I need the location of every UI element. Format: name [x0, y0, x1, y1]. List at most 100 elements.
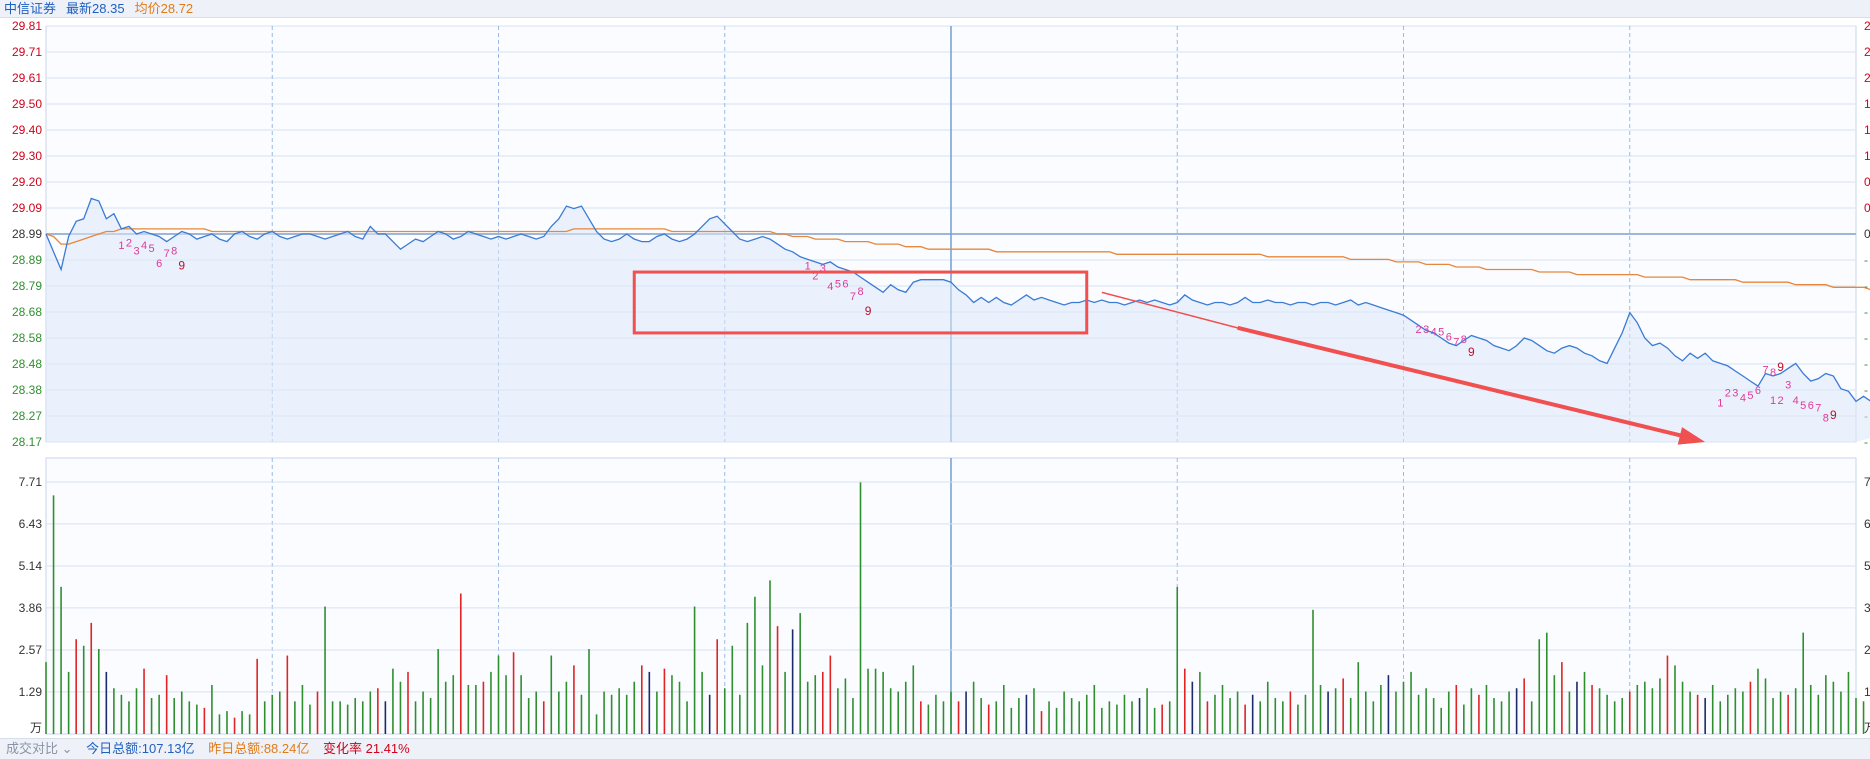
volume-right-tick-label: 1: [1864, 685, 1870, 699]
sequence-count-label: 4: [1431, 326, 1437, 338]
price-tick-label: 28.48: [12, 357, 42, 371]
volume-right-tick-label: 7: [1864, 475, 1870, 489]
sequence-count-label: 3: [1423, 324, 1429, 336]
volume-tick-label: 3.86: [19, 601, 43, 615]
sequence-count-label: 7: [164, 248, 170, 260]
change-rate-label: 变化率: [322, 741, 362, 756]
compare-dropdown[interactable]: 成交对比 ⌄: [6, 741, 73, 756]
sequence-count-label: 8: [1770, 367, 1776, 379]
price-tick-label: 28.68: [12, 305, 42, 319]
pct-tick-label: 1: [1864, 123, 1870, 137]
price-tick-label: 28.79: [12, 279, 42, 293]
price-tick-label: 29.09: [12, 201, 42, 215]
trend-line: [1101, 291, 1238, 329]
price-tick-label: 29.71: [12, 45, 42, 59]
sequence-count-label: 4: [141, 240, 147, 252]
sequence-count-label: 2: [1725, 387, 1731, 399]
volume-tick-label: 万: [30, 721, 42, 735]
sequence-count-label: 6: [1808, 400, 1814, 412]
intraday-chart[interactable]: 29.81 2 29.71 2 29.61 2 29.50 1 29.40 1 29.30 1 29.2…: [0, 18, 1870, 736]
price-tick-label: 29.81: [12, 19, 42, 33]
pct-tick-label: 2: [1864, 45, 1870, 59]
pct-tick-label: 2: [1864, 19, 1870, 33]
today-total-value: 107.13亿: [141, 741, 195, 756]
sequence-count-label: 3: [1732, 387, 1738, 399]
sequence-count-label: 7: [1815, 403, 1821, 415]
today-total: 今日总额:107.13亿: [86, 741, 194, 756]
last-price-label: 最新: [66, 1, 93, 16]
last-price-value: 28.35: [92, 1, 125, 16]
yesterday-total-label: 昨日总额:: [208, 741, 264, 756]
sequence-count-label: 1: [1717, 397, 1723, 409]
price-tick-label: 29.30: [12, 149, 42, 163]
consolidation-box: [632, 270, 1089, 335]
sequence-count-label: 5: [835, 278, 841, 290]
pct-tick-label: 1: [1864, 149, 1870, 163]
volume-right-tick-label: 6: [1864, 517, 1870, 531]
pct-tick-label: -: [1864, 305, 1868, 319]
sequence-count-label: 8: [857, 286, 863, 298]
volume-right-tick-label: 2: [1864, 643, 1870, 657]
sequence-count-label: 6: [842, 278, 848, 290]
sequence-count-label: 2: [812, 271, 818, 283]
avg-price-line: [45, 228, 1870, 291]
sequence-count-label: 9: [865, 304, 872, 318]
yesterday-total: 昨日总额:88.24亿: [208, 741, 309, 756]
sequence-count-label: 5: [149, 243, 155, 255]
price-tick-label: 29.20: [12, 175, 42, 189]
compare-label: 成交对比: [6, 741, 59, 756]
price-tick-label: 28.17: [12, 435, 42, 449]
sequence-count-label: 6: [1755, 385, 1761, 397]
quote-header-bar: 中信证券 最新28.35 均价28.72: [0, 0, 1870, 18]
volume-tick-label: 6.43: [19, 517, 43, 531]
sequence-count-label: 5: [1438, 326, 1444, 338]
pct-tick-label: -: [1864, 279, 1868, 293]
price-tick-label: 28.38: [12, 383, 42, 397]
price-tick-label: 29.40: [12, 123, 42, 137]
avg-price-label: 均价: [134, 1, 161, 16]
price-tick-label: 28.99: [12, 227, 42, 241]
trend-arrow-shaft: [1237, 325, 1692, 440]
chevron-down-icon: ⌄: [61, 741, 73, 756]
volume-tick-label: 2.57: [19, 643, 43, 657]
sequence-count-label: 8: [1823, 413, 1829, 425]
yesterday-total-value: 88.24亿: [263, 741, 310, 756]
sequence-count-label: 7: [850, 291, 856, 303]
sequence-count-label: 9: [178, 259, 185, 273]
price-area: [46, 198, 1870, 442]
stock-name: 中信证券: [4, 1, 57, 16]
pct-tick-label: 0: [1864, 227, 1870, 241]
change-rate: 变化率 21.41%: [323, 741, 410, 756]
sequence-count-label: 4: [1793, 395, 1799, 407]
sequence-count-label: 7: [1762, 365, 1768, 377]
sequence-count-label: 7: [1453, 337, 1459, 349]
sequence-count-label: 2: [126, 238, 132, 250]
change-rate-value: 21.41%: [365, 741, 410, 756]
pct-tick-label: -: [1864, 331, 1868, 345]
sequence-count-label: 9: [1468, 345, 1475, 359]
sequence-count-label: 2: [1416, 324, 1422, 336]
pct-tick-label: -: [1864, 357, 1868, 371]
sequence-count-label: 8: [1461, 334, 1467, 346]
volume-tick-label: 5.14: [19, 559, 43, 573]
avg-price-value: 28.72: [160, 1, 194, 16]
sequence-count-label: 6: [156, 258, 162, 270]
sequence-count-label: 6: [1446, 332, 1452, 344]
trend-arrow-head: [1677, 427, 1706, 445]
volume-tick-label: 1.29: [19, 685, 43, 699]
price-tick-label: 28.89: [12, 253, 42, 267]
sequence-count-label: 1: [1770, 395, 1776, 407]
last-price-readout: 最新28.35: [66, 1, 125, 16]
volume-right-tick-label: 3: [1864, 601, 1870, 615]
sequence-count-label: 5: [1747, 390, 1753, 402]
volume-right-tick-label: 万: [1864, 721, 1870, 735]
sequence-count-label: 3: [820, 263, 826, 275]
sequence-count-label: 1: [118, 240, 124, 252]
pct-tick-label: 0: [1864, 175, 1870, 189]
price-tick-label: 29.61: [12, 71, 42, 85]
volume-right-tick-label: 5: [1864, 559, 1870, 573]
sequence-count-label: 2: [1778, 395, 1784, 407]
sequence-count-label: 8: [171, 245, 177, 257]
sequence-count-label: 4: [1740, 392, 1746, 404]
sequence-count-label: 9: [1830, 408, 1837, 422]
